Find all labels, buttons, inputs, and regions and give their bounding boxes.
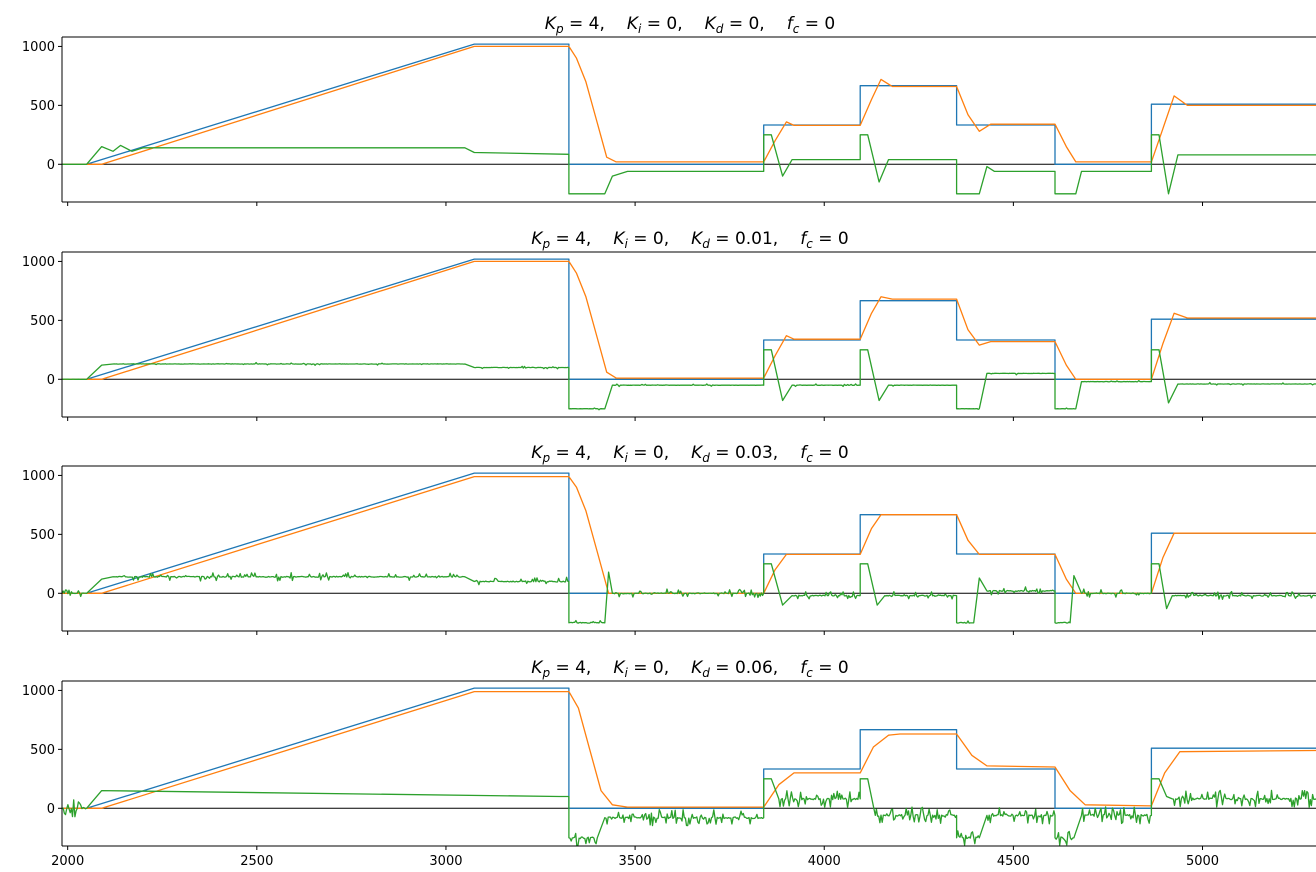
plot-area: [62, 472, 1316, 624]
title-value: = 0,: [641, 14, 682, 34]
title-symbol: K: [531, 658, 544, 678]
subplot-title: Kp = 4, Ki = 0, Kd = 0.01, fc = 0: [531, 229, 848, 251]
title-symbol: K: [691, 229, 704, 249]
plot-area: [62, 43, 1316, 195]
y-tick-label: 0: [47, 373, 55, 388]
x-tick-label: 2000: [51, 854, 84, 869]
title-symbol: K: [613, 229, 626, 249]
title-symbol: K: [531, 443, 544, 463]
title-symbol: K: [613, 443, 626, 463]
title-subscript: i: [625, 237, 629, 251]
response-line: [62, 690, 1316, 809]
title-subscript: c: [806, 237, 813, 251]
title-symbol: f: [800, 229, 809, 249]
setpoint-line: [62, 687, 1316, 809]
title-subscript: p: [541, 237, 550, 251]
title-value: = 0,: [628, 443, 669, 463]
plot-area: [62, 258, 1316, 411]
title-value: = 0: [813, 658, 849, 678]
y-tick-label: 500: [30, 743, 55, 758]
title-value: = 0,: [628, 229, 669, 249]
title-subscript: i: [625, 666, 629, 680]
control-signal-line: [62, 134, 1316, 195]
title-symbol: K: [627, 14, 640, 34]
y-tick-label: 1000: [22, 255, 55, 270]
title-subscript: d: [702, 666, 710, 680]
title-value: = 0: [799, 14, 835, 34]
title-subscript: c: [806, 666, 813, 680]
title-subscript: i: [638, 22, 642, 36]
y-tick-label: 1000: [22, 684, 55, 699]
control-signal-line: [62, 349, 1316, 411]
title-symbol: f: [787, 14, 796, 34]
title-symbol: K: [545, 14, 558, 34]
x-tick-label: 4500: [997, 854, 1030, 869]
x-tick-label: 4000: [808, 854, 841, 869]
title-value: = 4,: [564, 14, 605, 34]
title-value: = 0.06,: [710, 658, 778, 678]
setpoint-line: [62, 43, 1316, 165]
y-tick-label: 0: [47, 158, 55, 173]
title-symbol: K: [691, 443, 704, 463]
title-value: = 0: [813, 443, 849, 463]
title-symbol: f: [800, 658, 809, 678]
title-symbol: K: [531, 229, 544, 249]
response-line: [62, 45, 1316, 165]
title-value: = 0,: [628, 658, 669, 678]
y-tick-label: 500: [30, 99, 55, 114]
title-subscript: p: [555, 22, 564, 36]
setpoint-line: [62, 472, 1316, 594]
title-subscript: p: [541, 451, 550, 465]
response-line: [62, 260, 1316, 380]
title-subscript: c: [793, 22, 800, 36]
title-value: = 0: [813, 229, 849, 249]
y-tick-label: 0: [47, 587, 55, 602]
y-tick-label: 0: [47, 802, 55, 817]
y-tick-label: 500: [30, 314, 55, 329]
control-signal-line: [62, 778, 1316, 846]
title-subscript: d: [702, 451, 710, 465]
title-value: = 4,: [550, 443, 591, 463]
setpoint-line: [62, 258, 1316, 380]
title-symbol: K: [613, 658, 626, 678]
title-subscript: c: [806, 451, 813, 465]
x-tick-label: 3000: [429, 854, 462, 869]
plot-area: [62, 687, 1316, 846]
title-symbol: f: [800, 443, 809, 463]
title-value: = 4,: [550, 658, 591, 678]
title-value: = 0.01,: [710, 229, 778, 249]
subplot-title: Kp = 4, Ki = 0, Kd = 0.06, fc = 0: [531, 658, 848, 680]
title-symbol: K: [705, 14, 718, 34]
subplot-title: Kp = 4, Ki = 0, Kd = 0.03, fc = 0: [531, 443, 848, 465]
y-tick-label: 500: [30, 528, 55, 543]
title-value: = 0,: [723, 14, 764, 34]
y-tick-label: 1000: [22, 469, 55, 484]
title-value: = 0.03,: [710, 443, 778, 463]
x-tick-label: 2500: [240, 854, 273, 869]
title-subscript: i: [625, 451, 629, 465]
subplot-title: Kp = 4, Ki = 0, Kd = 0, fc = 0: [545, 14, 835, 36]
subplot-4: Kp = 4, Ki = 0, Kd = 0.06, fc = 00500100020…: [22, 658, 1316, 869]
title-subscript: d: [702, 237, 710, 251]
title-symbol: K: [691, 658, 704, 678]
y-tick-label: 1000: [22, 40, 55, 55]
x-tick-label: 3500: [619, 854, 652, 869]
title-subscript: p: [541, 666, 550, 680]
title-value: = 4,: [550, 229, 591, 249]
control-signal-line: [62, 563, 1316, 624]
x-tick-label: 5000: [1186, 854, 1219, 869]
title-subscript: d: [716, 22, 724, 36]
